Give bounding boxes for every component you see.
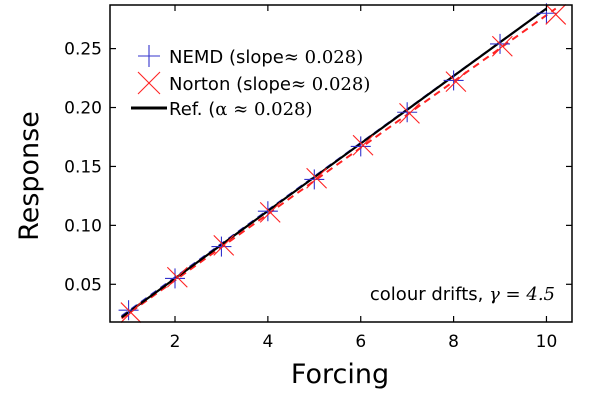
axis-ticks: 2 4 6 8 10 0.05 0.10 0.15 0.20 0.25 xyxy=(64,5,572,352)
reference-line xyxy=(120,7,548,319)
x-tick-label: 8 xyxy=(448,332,459,352)
x-tick-label: 2 xyxy=(170,332,181,352)
nemd-point xyxy=(443,70,464,91)
norton-point xyxy=(491,35,513,57)
legend-plus-icon xyxy=(138,45,160,67)
legend-entry-label: Ref. ( xyxy=(169,99,215,120)
nemd-point xyxy=(211,236,232,257)
x-tick-label: 6 xyxy=(355,332,366,352)
plot-frame xyxy=(109,4,573,323)
norton-point xyxy=(120,302,142,323)
y-tick-label: 0.15 xyxy=(64,157,102,177)
nemd-point xyxy=(257,201,278,222)
legend-entry: Norton (slope≈ 0.028) xyxy=(169,74,370,95)
legend-cross-icon xyxy=(137,71,161,95)
x-tick-label: 10 xyxy=(536,332,558,352)
norton-point xyxy=(399,103,420,124)
annotation-math: γ = 4.5 xyxy=(489,284,555,305)
y-tick-label: 0.05 xyxy=(64,275,102,295)
nemd-point xyxy=(304,169,325,190)
x-axis-title: Forcing xyxy=(291,359,389,390)
annotation: colour drifts, γ = 4.5 xyxy=(370,284,555,305)
norton-point xyxy=(352,134,374,156)
norton-point xyxy=(306,167,328,189)
legend-entry-label: NEMD (slope xyxy=(169,47,284,68)
norton-point xyxy=(259,202,281,223)
norton-point xyxy=(213,235,235,256)
legend-entry: Ref. (α ≈ 0.028) xyxy=(169,99,313,120)
fit-line xyxy=(121,7,557,320)
nemd-point xyxy=(165,268,186,289)
chart-marks xyxy=(118,3,567,323)
legend-entry-math: α ≈ 0.028) xyxy=(215,99,312,120)
annotation-text: colour drifts, γ = 4.5 xyxy=(370,284,555,305)
annotation-prefix: colour drifts, xyxy=(370,284,489,305)
y-axis-title: Response xyxy=(14,111,45,241)
legend-entry-math: ≈ 0.028) xyxy=(291,74,370,95)
nemd-point xyxy=(397,102,418,123)
y-tick-label: 0.10 xyxy=(64,216,102,236)
legend: NEMD (slope≈ 0.028)Norton (slope≈ 0.028)… xyxy=(131,45,370,120)
x-tick-label: 4 xyxy=(262,332,273,352)
legend-entry-label: Norton (slope xyxy=(169,74,291,95)
legend-entry-math: ≈ 0.028) xyxy=(284,47,363,68)
y-tick-label: 0.20 xyxy=(64,99,102,119)
y-tick-label: 0.25 xyxy=(64,40,102,60)
nemd-point xyxy=(350,136,371,157)
legend-entry: NEMD (slope≈ 0.028) xyxy=(169,47,363,68)
norton-point xyxy=(445,71,467,92)
norton-point xyxy=(166,266,188,288)
norton-point xyxy=(545,4,567,25)
